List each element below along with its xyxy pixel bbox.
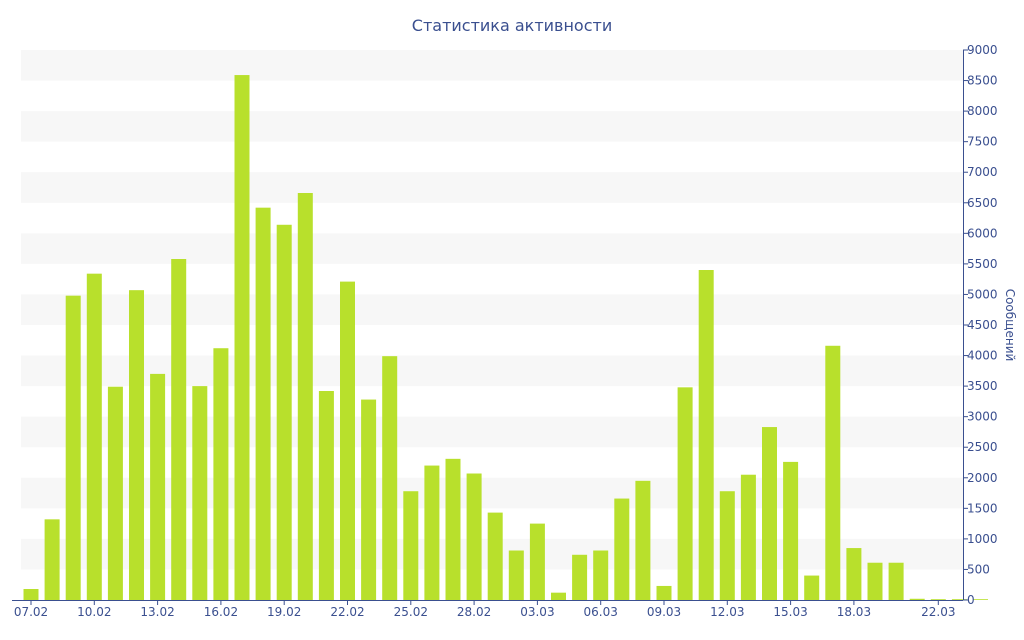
- y-tick-label: 6000: [967, 226, 998, 240]
- bar-14.03: [762, 427, 777, 600]
- y-tick-label: 8000: [967, 104, 998, 118]
- bar-18.03: [846, 548, 862, 600]
- bar-13.02: [150, 373, 166, 600]
- bar-11.03: [698, 270, 714, 600]
- x-tick-label: 03.03: [520, 605, 554, 619]
- y-tick-label: 500: [967, 562, 990, 576]
- bar-07.03: [614, 498, 630, 600]
- bar-24.03: [973, 599, 988, 600]
- bar-18.02: [255, 207, 271, 601]
- bar-08.02: [44, 519, 60, 600]
- y-tick-label: 4500: [967, 318, 998, 332]
- y-tick-label: 7000: [967, 165, 998, 179]
- bar-13.03: [740, 474, 756, 600]
- bar-03.03: [529, 523, 545, 600]
- x-tick-label: 12.03: [710, 605, 744, 619]
- x-tick-label: 16.02: [204, 605, 238, 619]
- bar-06.03: [593, 550, 609, 600]
- bar-21.02: [318, 391, 334, 600]
- x-tick-label: 22.03: [921, 605, 955, 619]
- bar-21.03: [909, 598, 925, 600]
- bar-22.03: [930, 599, 946, 600]
- bar-27.02: [445, 458, 461, 600]
- bar-24.02: [382, 356, 398, 600]
- y-tick-label: 5000: [967, 287, 998, 301]
- bar-08.03: [635, 480, 651, 600]
- y-tick-label: 3500: [967, 379, 998, 393]
- bar-16.02: [213, 348, 229, 600]
- grid-band: [21, 294, 963, 325]
- bar-26.02: [424, 465, 440, 600]
- x-tick-label: 25.02: [394, 605, 428, 619]
- x-tick-label: 15.03: [773, 605, 807, 619]
- grid-band: [21, 50, 963, 81]
- bar-28.02: [466, 473, 482, 600]
- bar-25.02: [403, 491, 419, 600]
- y-tick-label: 6500: [967, 196, 998, 210]
- x-tick-label: 13.02: [140, 605, 174, 619]
- chart-title: Статистика активности: [412, 16, 612, 35]
- bar-12.03: [719, 491, 735, 600]
- bar-19.02: [276, 224, 292, 600]
- x-tick-label: 06.03: [584, 605, 618, 619]
- bar-12.02: [129, 290, 144, 600]
- bar-11.02: [107, 386, 123, 600]
- bar-10.02: [86, 273, 102, 600]
- y-tick-label: 0: [967, 593, 975, 607]
- x-tick-label: 18.03: [837, 605, 871, 619]
- bar-09.02: [65, 295, 81, 600]
- bar-16.03: [804, 575, 820, 600]
- y-tick-label: 4000: [967, 349, 998, 363]
- bar-23.03: [951, 599, 967, 600]
- bar-15.02: [192, 386, 208, 600]
- y-tick-label: 2500: [967, 440, 998, 454]
- x-tick-label: 09.03: [647, 605, 681, 619]
- bar-22.02: [340, 281, 355, 600]
- y-axis-label: Сообщений: [1003, 289, 1017, 362]
- x-tick-label: 10.02: [77, 605, 111, 619]
- y-tick-label: 9000: [967, 43, 998, 57]
- bar-20.03: [888, 562, 904, 600]
- y-tick-label: 5500: [967, 257, 998, 271]
- axes-group: 0 500 1000 1500 2000 2500 3000 3500 4000 4500 5000…: [12, 43, 998, 619]
- bar-09.03: [656, 585, 672, 600]
- bar-10.03: [677, 387, 693, 600]
- grid-band: [21, 233, 963, 264]
- grid-band: [21, 111, 963, 142]
- bar-20.02: [297, 193, 313, 600]
- bar-17.03: [825, 345, 841, 600]
- y-tick-label: 2000: [967, 471, 998, 485]
- bar-17.02: [234, 75, 250, 600]
- bar-04.03: [551, 592, 566, 600]
- x-tick-label: 28.02: [457, 605, 491, 619]
- y-tick-label: 7500: [967, 135, 998, 149]
- bar-02.03: [508, 550, 524, 600]
- y-tick-label: 1000: [967, 532, 998, 546]
- grid-band: [21, 172, 963, 203]
- bar-23.02: [361, 399, 377, 600]
- bar-14.02: [171, 259, 187, 600]
- y-tick-label: 1500: [967, 501, 998, 515]
- bar-05.03: [572, 554, 588, 600]
- bar-01.03: [487, 512, 503, 600]
- x-tick-label: 07.02: [14, 605, 48, 619]
- bars-group: [23, 75, 988, 601]
- bar-15.03: [783, 461, 799, 600]
- y-tick-label: 8500: [967, 74, 998, 88]
- bar-19.03: [867, 562, 883, 600]
- x-tick-label: 22.02: [330, 605, 364, 619]
- y-tick-label: 3000: [967, 410, 998, 424]
- bar-07.02: [23, 589, 39, 600]
- x-tick-label: 19.02: [267, 605, 301, 619]
